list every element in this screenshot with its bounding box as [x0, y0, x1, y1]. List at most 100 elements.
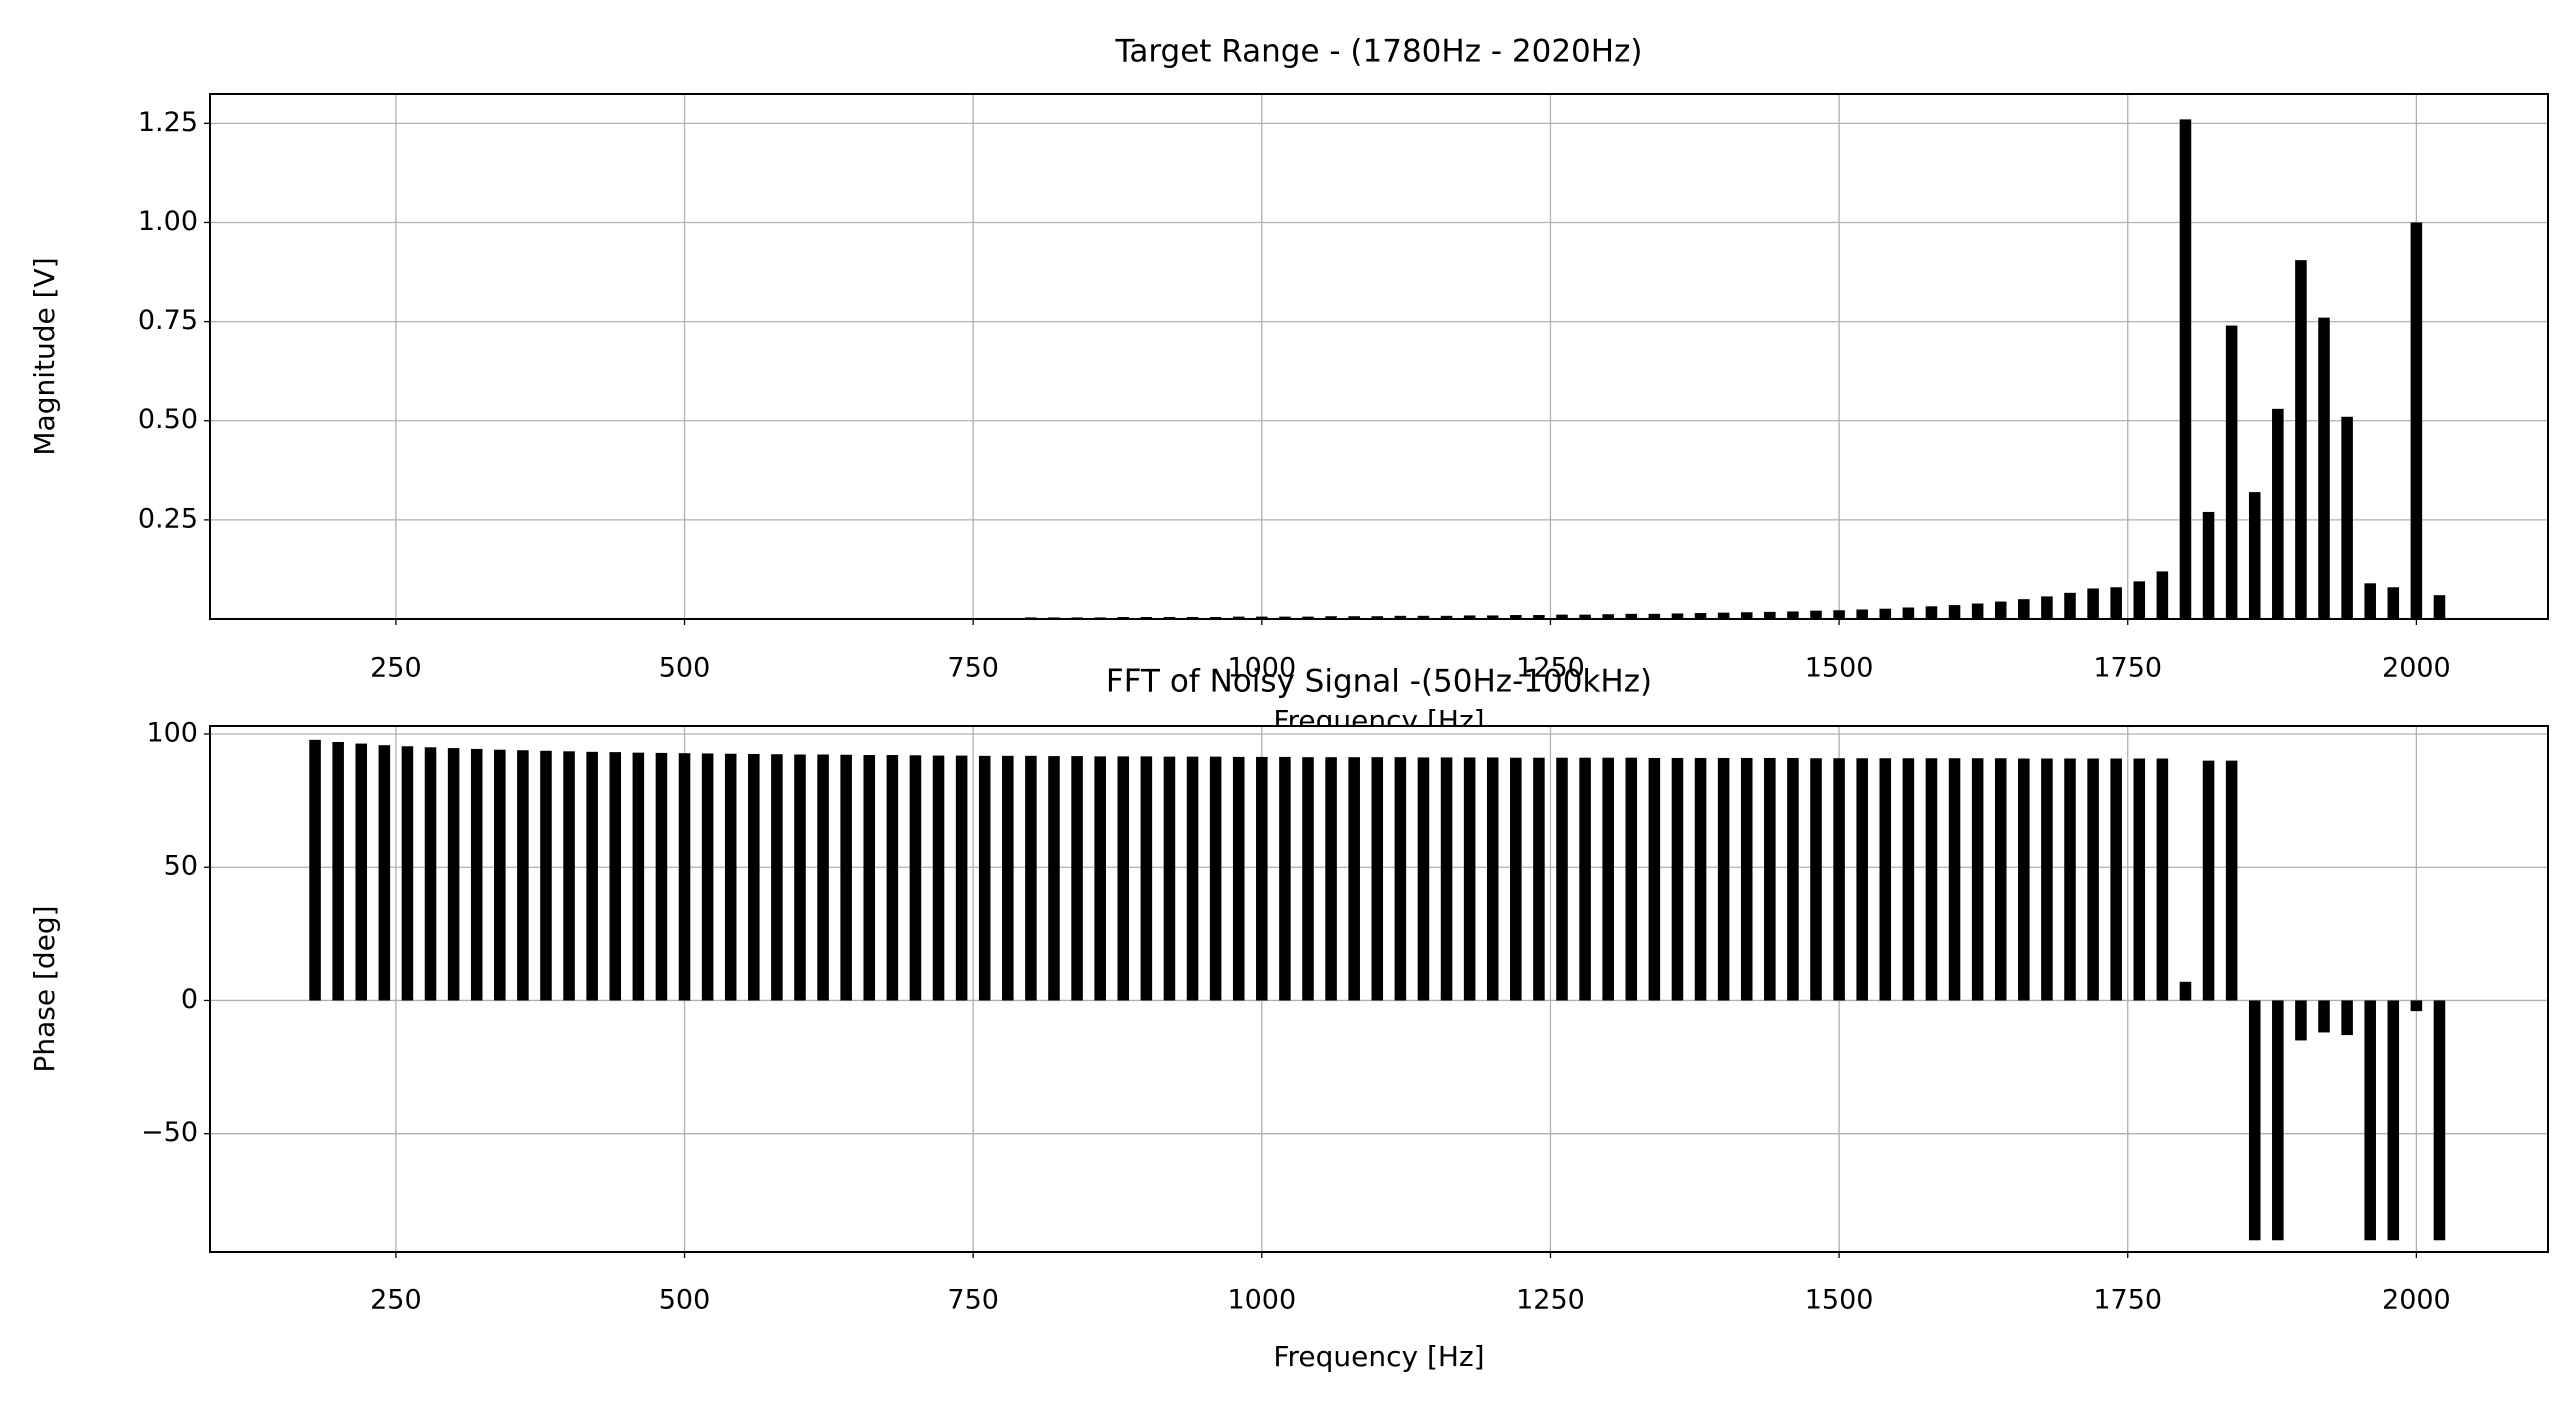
x-tick-label: 2000: [2382, 653, 2451, 684]
bar: [355, 743, 368, 1001]
bar: [1071, 756, 1083, 1001]
bar: [1671, 613, 1684, 619]
bar: [1002, 755, 1014, 1001]
y-axis-label: Phase [deg]: [28, 905, 61, 1072]
bar: [2202, 760, 2215, 1001]
bar: [1279, 616, 1291, 619]
bar: [1394, 757, 1407, 1001]
bar: [1810, 758, 1822, 1001]
bar: [1186, 756, 1199, 1001]
bar: [1510, 615, 1522, 619]
bar: [1625, 613, 1638, 619]
x-tick-label: 1000: [1227, 1285, 1296, 1316]
bar: [1232, 616, 1245, 619]
bar: [1579, 614, 1591, 619]
y-tick-label: 0.75: [138, 305, 198, 336]
bar: [1117, 756, 1130, 1001]
bar: [1694, 757, 1707, 1001]
x-tick-label: 1500: [1805, 653, 1874, 684]
bar: [2295, 1000, 2307, 1041]
bar: [1256, 616, 1268, 619]
y-tick-label: 1.25: [138, 107, 198, 138]
bar: [1833, 758, 1845, 1001]
bar: [1833, 610, 1845, 619]
bar: [1440, 757, 1453, 1001]
y-tick-label: 0.25: [138, 503, 198, 534]
bar: [1440, 615, 1453, 619]
bar: [1486, 615, 1499, 619]
x-tick-label: 750: [947, 1285, 999, 1316]
bar: [840, 754, 852, 1001]
bar: [2433, 595, 2446, 619]
bar: [1486, 757, 1499, 1001]
bar: [1463, 615, 1476, 619]
bar: [1025, 755, 1037, 1001]
bar: [1971, 758, 1984, 1001]
x-tick-label: 250: [370, 653, 422, 684]
bar: [2156, 571, 2169, 619]
bar: [2133, 581, 2146, 619]
x-tick-label: 1250: [1516, 1285, 1585, 1316]
bar: [1625, 757, 1638, 1001]
bar: [1648, 613, 1661, 619]
bar: [2064, 758, 2076, 1001]
bar: [1602, 757, 1614, 1001]
bar: [863, 755, 876, 1001]
y-tick-label: 100: [146, 717, 198, 748]
bar: [1579, 757, 1591, 1001]
bar: [1740, 612, 1753, 619]
bar: [1925, 758, 1938, 1001]
bar: [771, 754, 783, 1001]
bar: [2041, 596, 2053, 619]
bar: [1879, 608, 1892, 619]
bar: [1948, 605, 1961, 619]
bar: [909, 755, 922, 1001]
bar: [1671, 757, 1684, 1001]
bar: [1902, 607, 1915, 619]
bar: [1256, 756, 1268, 1001]
bar: [2318, 317, 2330, 619]
bar: [1556, 614, 1568, 619]
bar: [1648, 757, 1661, 1001]
bar: [332, 741, 344, 1001]
x-tick-label: 500: [659, 1285, 711, 1316]
x-tick-label: 750: [947, 653, 999, 684]
bar: [1764, 757, 1776, 1001]
bar: [2110, 587, 2122, 619]
bar: [470, 748, 483, 1001]
bar: [1717, 612, 1730, 619]
bar: [932, 755, 945, 1001]
bar: [1140, 756, 1153, 1001]
bar: [655, 752, 668, 1001]
bar: [724, 753, 737, 1001]
bar: [2179, 981, 2192, 1001]
bar: [1879, 758, 1892, 1001]
bar: [2041, 758, 2053, 1001]
axes-frame: [209, 93, 2549, 620]
bar: [1971, 603, 1984, 619]
bar: [2318, 1000, 2330, 1033]
bar: [2225, 325, 2238, 619]
bar: [517, 750, 529, 1001]
bar: [2133, 758, 2146, 1001]
x-tick-label: 1750: [2093, 653, 2162, 684]
bar: [794, 754, 806, 1001]
bar: [955, 755, 968, 1001]
plot-area: [210, 94, 2548, 619]
bar: [1533, 757, 1545, 1001]
y-tick-label: 50: [164, 851, 198, 882]
bar: [1394, 615, 1407, 619]
bar: [632, 752, 645, 1001]
bar: [1856, 758, 1868, 1001]
chart-title: FFT of Noisy Signal -(50Hz-100kHz): [1106, 664, 1652, 700]
x-tick-label: 2000: [2382, 1285, 2451, 1316]
bar: [1602, 614, 1614, 619]
x-tick-label: 1500: [1805, 1285, 1874, 1316]
bar: [1325, 616, 1337, 619]
bar: [2156, 758, 2169, 1001]
axes-frame: [209, 725, 2549, 1253]
x-tick-label: 1000: [1227, 653, 1296, 684]
bar: [2179, 119, 2192, 620]
bar: [2341, 416, 2353, 619]
